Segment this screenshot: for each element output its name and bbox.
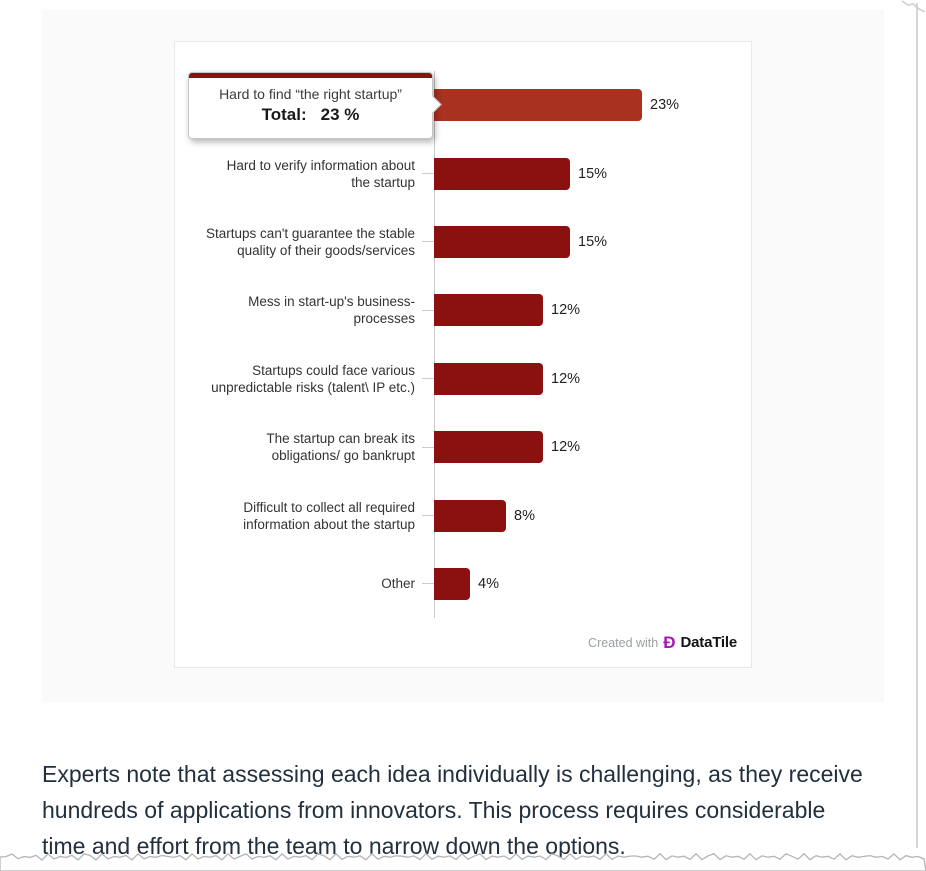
bar-2[interactable]	[434, 157, 570, 190]
y-axis-line	[434, 71, 435, 618]
created-with-label: Created with	[588, 635, 659, 650]
value-label: 4%	[478, 575, 499, 592]
chart-section-background: Hard to find “the right startup” 23% Hard …	[42, 10, 884, 702]
chart-watermark[interactable]: Created with Ð DataTile	[588, 634, 737, 651]
tooltip-category: Hard to find “the right startup”	[219, 86, 402, 102]
axis-tick	[422, 309, 434, 311]
bar-4[interactable]	[434, 294, 543, 327]
article-paragraph: Experts note that assessing each idea in…	[42, 761, 863, 859]
datatile-logo-icon: Ð	[663, 633, 676, 652]
tooltip-total-label: Total:	[261, 105, 307, 124]
axis-tick	[422, 583, 434, 585]
category-label: The startup can break its obligations/ g…	[266, 431, 415, 464]
category-label: Mess in start-up's business- processes	[248, 294, 415, 327]
bar-7[interactable]	[434, 499, 506, 532]
chart-row: The startup can break its obligations/ g…	[175, 413, 751, 481]
value-label: 12%	[551, 439, 581, 456]
category-label: Startups can't guarantee the stable qual…	[206, 225, 415, 258]
axis-tick	[422, 173, 434, 175]
screenshot-torn-edge	[0, 852, 926, 871]
bar-8[interactable]	[434, 567, 470, 600]
tooltip-total-value: 23 %	[320, 105, 360, 124]
category-label: Startups could face various unpredictabl…	[211, 362, 415, 395]
screenshot-corner-nick	[901, 0, 926, 13]
axis-tick	[422, 446, 434, 448]
chart-tooltip: Hard to find “the right startup” Total: …	[188, 72, 442, 139]
plot-rows: Hard to find “the right startup” 23% Hard …	[175, 71, 751, 618]
axis-tick	[422, 515, 434, 517]
tooltip-body: Hard to find “the right startup” Total: …	[189, 78, 432, 138]
category-label: Hard to verify information about the sta…	[226, 157, 415, 190]
chart-row: Startups could face various unpredictabl…	[175, 345, 751, 413]
bar-5[interactable]	[434, 362, 543, 395]
datatile-brand-label: DataTile	[680, 634, 738, 651]
screenshot-right-border	[916, 3, 918, 848]
value-label: 12%	[551, 370, 581, 387]
axis-tick	[422, 241, 434, 243]
tooltip-accent-bar	[189, 73, 432, 78]
category-label: Other	[381, 576, 415, 592]
tooltip-total: Total: 23 %	[197, 105, 424, 125]
value-label: 15%	[578, 233, 608, 250]
bar-3[interactable]	[434, 225, 570, 258]
axis-tick	[422, 378, 434, 380]
chart-row: Difficult to collect all required inform…	[175, 481, 751, 549]
value-label: 15%	[578, 165, 608, 182]
chart-row: Other 4%	[175, 550, 751, 618]
chart-card: Hard to find “the right startup” 23% Hard …	[174, 41, 752, 668]
chart-row: Hard to verify information about the sta…	[175, 139, 751, 207]
value-label: 12%	[551, 302, 581, 319]
value-label: 23%	[650, 97, 680, 114]
category-label: Difficult to collect all required inform…	[243, 499, 415, 532]
chart-row: Mess in start-up's business- processes 12…	[175, 276, 751, 344]
bar-1[interactable]	[434, 89, 642, 122]
chart-row: Startups can't guarantee the stable qual…	[175, 208, 751, 276]
bar-6[interactable]	[434, 431, 543, 464]
value-label: 8%	[514, 507, 535, 524]
